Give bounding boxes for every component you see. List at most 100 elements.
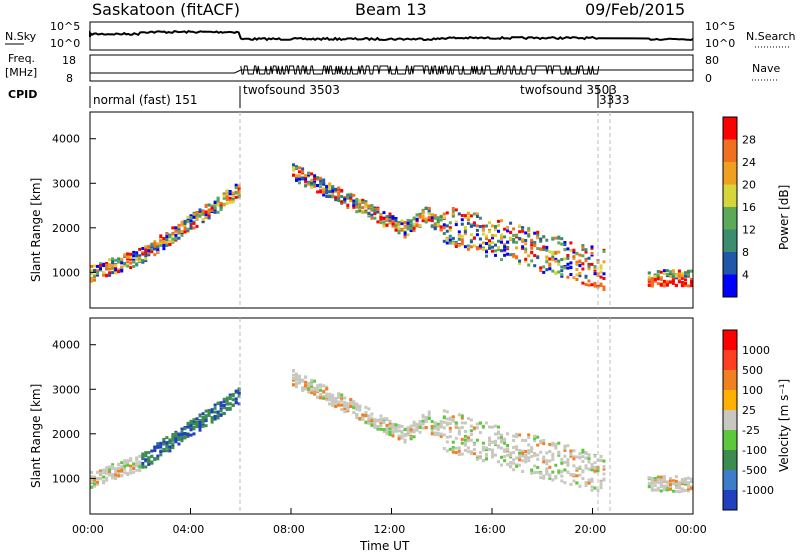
heatmap-cell bbox=[168, 438, 172, 442]
heatmap-cell bbox=[234, 195, 238, 199]
heatmap-cell bbox=[485, 448, 488, 452]
heatmap-cell bbox=[457, 426, 461, 430]
heatmap-cell bbox=[150, 461, 154, 465]
heatmap-cell bbox=[123, 262, 127, 265]
heatmap-cell bbox=[201, 212, 205, 216]
heatmap-cell bbox=[298, 181, 301, 185]
heatmap-cell bbox=[370, 213, 374, 217]
heatmap-cell bbox=[436, 223, 440, 227]
heatmap-cell bbox=[569, 453, 573, 457]
heatmap-cell bbox=[451, 214, 455, 218]
heatmap-cell bbox=[542, 265, 546, 269]
heatmap-cell bbox=[159, 240, 163, 244]
heatmap-cell bbox=[123, 253, 127, 257]
heatmap-cell bbox=[524, 457, 528, 461]
heatmap-cell bbox=[177, 432, 181, 436]
heatmap-cell bbox=[509, 231, 513, 234]
heatmap-cell bbox=[307, 387, 311, 390]
heatmap-cell bbox=[183, 230, 187, 234]
heatmap-cell bbox=[684, 284, 687, 287]
heatmap-cell bbox=[599, 283, 603, 286]
heatmap-cell bbox=[373, 209, 377, 213]
velocity-xlabel: Time UT bbox=[359, 539, 410, 553]
heatmap-cell bbox=[463, 430, 467, 433]
heatmap-cell bbox=[355, 405, 359, 409]
heatmap-cell bbox=[593, 469, 597, 473]
heatmap-cell bbox=[105, 263, 109, 267]
heatmap-cell bbox=[659, 276, 663, 279]
heatmap-cell bbox=[292, 163, 295, 167]
heatmap-cell bbox=[491, 440, 494, 444]
heatmap-cell bbox=[364, 202, 368, 206]
heatmap-cell bbox=[488, 448, 491, 451]
heatmap-cell bbox=[150, 250, 154, 254]
heatmap-cell bbox=[307, 383, 311, 387]
heatmap-cell bbox=[313, 179, 317, 183]
heatmap-cell bbox=[367, 212, 371, 216]
heatmap-cell bbox=[524, 242, 528, 246]
heatmap-cell bbox=[207, 413, 211, 417]
heatmap-cell bbox=[93, 482, 96, 486]
heatmap-cell bbox=[433, 426, 437, 430]
heatmap-cell bbox=[475, 224, 479, 228]
heatmap-cell bbox=[551, 269, 555, 273]
heatmap-cell bbox=[518, 237, 522, 240]
colorbar-swatch bbox=[723, 274, 737, 298]
heatmap-cell bbox=[201, 420, 205, 424]
heatmap-cell bbox=[93, 264, 96, 268]
heatmap-cell bbox=[313, 182, 317, 186]
heatmap-cell bbox=[213, 403, 217, 407]
heatmap-cell bbox=[472, 236, 476, 240]
colorbar-swatch bbox=[723, 229, 737, 253]
heatmap-cell bbox=[659, 270, 663, 274]
heatmap-cell bbox=[144, 245, 148, 249]
heatmap-cell bbox=[141, 251, 145, 254]
heatmap-cell bbox=[590, 252, 594, 255]
colorbar-swatch bbox=[723, 330, 737, 351]
heatmap-cell bbox=[460, 421, 464, 425]
heatmap-cell bbox=[569, 273, 573, 276]
colorbar-tick-label: 1000 bbox=[742, 344, 770, 357]
heatmap-cell bbox=[153, 240, 157, 244]
heatmap-cell bbox=[503, 439, 507, 443]
x-tick-label: 20:00 bbox=[575, 523, 607, 536]
heatmap-cell bbox=[665, 280, 669, 284]
heatmap-cell bbox=[189, 214, 193, 218]
heatmap-cell bbox=[96, 264, 99, 268]
heatmap-cell bbox=[325, 194, 329, 198]
heatmap-cell bbox=[171, 433, 175, 436]
heatmap-cell bbox=[201, 424, 205, 428]
heatmap-cell bbox=[403, 428, 407, 431]
heatmap-cell bbox=[189, 419, 193, 423]
heatmap-cell bbox=[560, 237, 564, 241]
colorbar-tick-label: -100 bbox=[742, 444, 767, 457]
heatmap-cell bbox=[198, 414, 202, 418]
heatmap-cell bbox=[551, 236, 555, 240]
colorbar-swatch bbox=[723, 139, 737, 163]
cpid-row: CPID normal (fast) 151 twofsound 3503 tw… bbox=[8, 83, 630, 108]
heatmap-cell bbox=[403, 235, 407, 239]
x-tick-label: 16:00 bbox=[474, 523, 506, 536]
heatmap-cell bbox=[536, 457, 540, 461]
heatmap-cell bbox=[201, 415, 205, 419]
heatmap-cell bbox=[418, 423, 422, 427]
heatmap-cell bbox=[602, 465, 606, 468]
heatmap-cell bbox=[563, 448, 567, 452]
heatmap-cell bbox=[93, 275, 96, 279]
heatmap-cell bbox=[584, 456, 588, 460]
colorbar-tick-label: 25 bbox=[742, 404, 756, 417]
heatmap-cell bbox=[687, 269, 690, 273]
heatmap-cell bbox=[439, 225, 443, 229]
heatmap-cell bbox=[497, 432, 500, 436]
heatmap-cell bbox=[316, 389, 320, 392]
heatmap-cell bbox=[500, 219, 503, 223]
heatmap-cell bbox=[524, 250, 528, 254]
heatmap-cell bbox=[545, 245, 549, 249]
heatmap-cell bbox=[162, 440, 166, 444]
heatmap-cell bbox=[593, 270, 597, 274]
heatmap-cell bbox=[201, 218, 205, 222]
heatmap-cell bbox=[488, 438, 491, 442]
heatmap-cell bbox=[418, 224, 422, 227]
heatmap-cell bbox=[307, 181, 311, 185]
